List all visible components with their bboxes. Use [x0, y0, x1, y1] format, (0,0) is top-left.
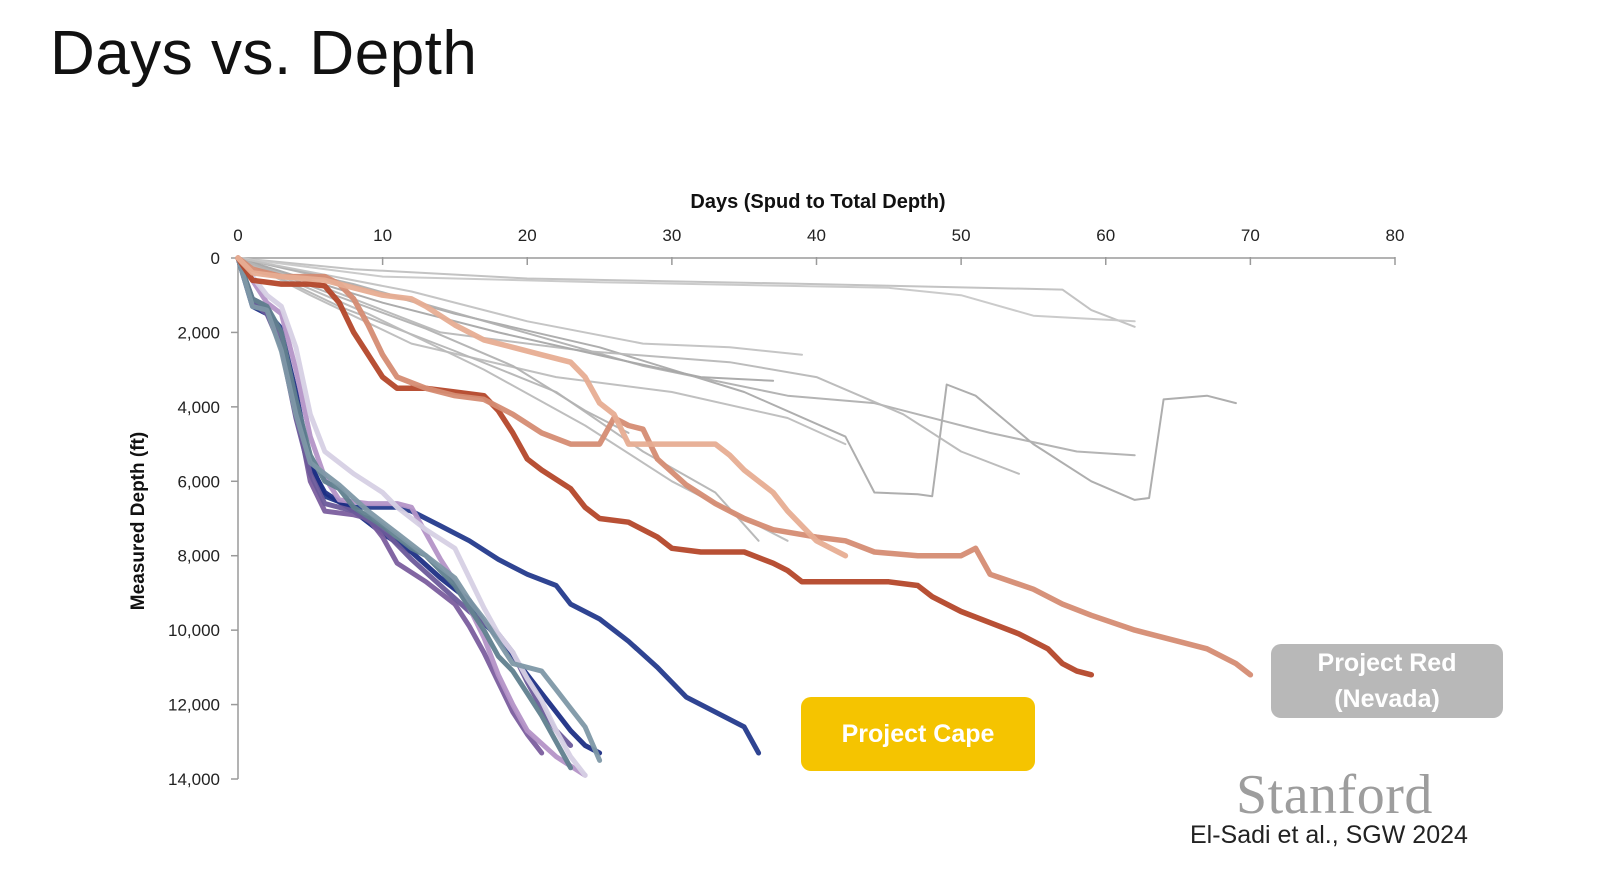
project-cape-series-line-16: [235, 255, 588, 778]
project-red-label: Project Red (Nevada): [1271, 644, 1503, 718]
axes: 0 10 20 30 40 50 60 70 80 0 2,000 4,000 6,000 8,000 10…: [168, 226, 1404, 789]
project-red-series-line-6: [237, 257, 847, 446]
y-tick-label: 6,000: [177, 472, 220, 491]
stanford-logo: Stanford: [1236, 764, 1433, 826]
project-red-series-line-3: [237, 257, 1237, 501]
project-red-label-line1: Project Red: [1317, 649, 1457, 677]
project-red-main-series-line-20: [235, 255, 1095, 678]
project-red-main-wells: [235, 255, 1254, 678]
x-tick-label: 30: [662, 226, 681, 245]
x-tick-label: 10: [373, 226, 392, 245]
x-tick-label: 40: [807, 226, 826, 245]
project-red-series-line-10: [237, 257, 803, 356]
project-red-label-line2: (Nevada): [1334, 685, 1440, 713]
y-tick-label: 14,000: [168, 770, 220, 789]
project-cape-series-line-19: [235, 255, 603, 763]
project-red-series-line-1: [237, 257, 1136, 328]
project-red-series-line-2: [237, 257, 1136, 323]
project-cape-series-line-17: [235, 255, 588, 778]
page-title: Days vs. Depth: [50, 19, 478, 88]
x-tick-label: 70: [1241, 226, 1260, 245]
y-tick-label: 12,000: [168, 696, 220, 715]
y-tick-label: 2,000: [177, 323, 220, 342]
project-red-series-line-7: [237, 257, 775, 382]
project-red-main-series-line-22: [235, 255, 849, 559]
project-red-series-line-5: [237, 257, 1020, 475]
project-red-main-series-line-21: [235, 255, 1254, 678]
project-cape-label: Project Cape: [801, 697, 1035, 771]
x-tick-label: 50: [952, 226, 971, 245]
x-tick-label: 60: [1096, 226, 1115, 245]
y-tick-label: 10,000: [168, 621, 220, 640]
project-cape-wells: [235, 255, 762, 778]
y-tick-label: 8,000: [177, 547, 220, 566]
y-tick-label: 0: [211, 249, 220, 268]
x-axis-title: Days (Spud to Total Depth): [690, 191, 945, 213]
x-tick-label: 0: [233, 226, 242, 245]
x-tick-label: 80: [1386, 226, 1405, 245]
y-axis-title: Measured Depth (ft): [128, 432, 149, 610]
x-tick-label: 20: [518, 226, 537, 245]
citation: El-Sadi et al., SGW 2024: [1190, 821, 1468, 849]
y-tick-label: 4,000: [177, 398, 220, 417]
